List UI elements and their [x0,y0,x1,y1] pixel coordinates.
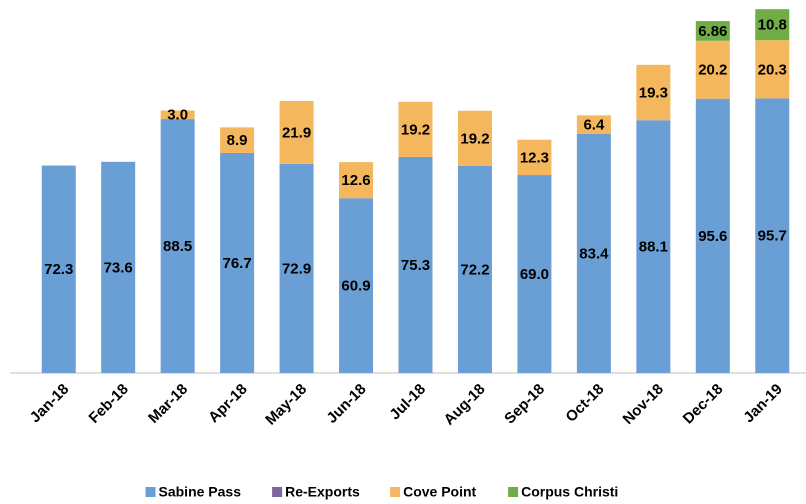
data-label: 95.7 [758,228,787,245]
bar-segment [576,115,611,134]
legend-label: Re-Exports [285,484,360,500]
bar-segment [339,162,374,199]
bar-segment [457,110,492,166]
legend-label: Corpus Christi [521,484,618,500]
data-label: 21.9 [282,124,311,141]
data-label: 20.3 [758,61,787,78]
legend-swatch [145,487,156,497]
bar-segment [279,100,314,164]
data-label: 72.3 [44,261,73,278]
bar-segment [101,161,136,373]
data-label: 8.9 [227,132,248,149]
data-label: 73.6 [104,259,133,276]
x-tick-label: Jun-18 [323,381,369,427]
data-label: 10.8 [758,17,787,34]
data-label: 19.2 [460,130,489,147]
bar-segment [636,64,671,121]
bar-segment [755,40,790,99]
x-tick-label: Jan-19 [740,381,786,427]
bar-segment [220,127,255,153]
x-tick-label: Mar-18 [145,381,191,427]
data-label: 60.9 [341,278,370,295]
x-tick-label: Aug-18 [441,381,489,429]
data-label: 12.6 [341,172,370,189]
data-label: 3.0 [167,107,188,124]
x-tick-label: Nov-18 [620,381,667,428]
bar-segment [517,139,552,176]
data-label: 20.2 [698,62,727,79]
bar-segment [695,98,730,373]
data-label: 83.4 [579,245,609,262]
bar-segment [160,110,195,120]
legend-label: Sabine Pass [159,484,242,500]
x-tick-label: Oct-18 [562,381,607,426]
legend-label: Cove Point [403,484,476,500]
bar-segment [636,120,671,374]
legend-swatch [390,487,401,497]
bar-segment [398,156,433,373]
data-label: 72.9 [282,260,311,277]
data-label: 6.86 [698,23,727,40]
bar-segment [755,9,790,41]
x-tick-label: Jul-18 [386,381,429,424]
data-label: 19.3 [639,85,668,102]
data-label: 12.3 [520,149,549,166]
bar-segment [339,198,374,373]
bar-segment [398,101,433,157]
bar-segment [160,119,195,373]
x-tick-label: Dec-18 [680,381,727,428]
data-label: 95.6 [698,228,727,245]
bar-segment [457,165,492,373]
bar-segment [695,21,730,41]
legend-swatch [272,487,283,497]
bar-segment [695,40,730,99]
data-label: 19.2 [401,121,430,138]
x-tick-label: Apr-18 [205,381,251,427]
data-label: 75.3 [401,257,430,274]
data-label: 88.1 [639,239,668,256]
bar-segment [279,163,314,373]
x-tick-label: Feb-18 [86,381,132,427]
bar-segment [41,165,76,373]
data-label: 6.4 [583,116,605,133]
x-tick-label: May-18 [262,381,310,429]
data-label: 88.5 [163,238,192,255]
bar-segment [576,133,611,373]
bar-segment [517,175,552,373]
legend-swatch [508,487,519,497]
bar-segment [755,98,790,373]
x-tick-label: Sep-18 [501,381,548,428]
x-tick-label: Jan-18 [27,381,73,427]
data-label: 76.7 [223,255,252,272]
data-label: 72.2 [460,261,489,278]
data-label: 69.0 [520,266,549,283]
bar-segment [220,152,255,373]
